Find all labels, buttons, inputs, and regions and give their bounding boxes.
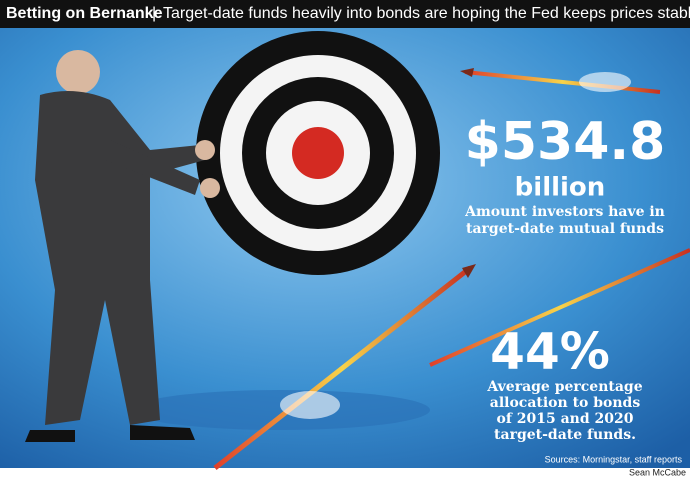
sources: Sources: Morningstar, staff reports <box>545 454 683 464</box>
arrow <box>429 248 690 367</box>
credit: Sean McCabe <box>629 467 686 477</box>
arrow-glow <box>280 391 340 419</box>
header-title: Betting on Bernanke <box>6 5 163 22</box>
bullseye <box>292 127 344 179</box>
stat-unit: billion <box>515 173 606 203</box>
stat-caption: allocation to bonds <box>490 395 641 411</box>
stat-caption: target-date mutual funds <box>466 221 664 237</box>
stat-caption: Average percentage <box>486 379 642 395</box>
stat-caption: Amount investors have in <box>464 204 665 220</box>
header-separator: | <box>152 5 156 22</box>
arrows <box>213 68 690 470</box>
arrow <box>213 266 472 470</box>
header-subtitle: Target-date funds heavily into bonds are… <box>163 5 690 22</box>
arrow <box>464 70 661 94</box>
arrowhead <box>462 264 476 278</box>
figure <box>25 50 220 442</box>
stat-value: $534.8 <box>465 112 666 172</box>
stat-caption: of 2015 and 2020 <box>497 411 634 427</box>
header-bar <box>0 0 690 28</box>
stat-caption: target-date funds. <box>494 427 636 443</box>
shadow <box>130 390 430 430</box>
arrowhead <box>460 68 474 77</box>
arrow-glow <box>579 72 631 92</box>
target <box>196 31 440 275</box>
stat-value: 44% <box>490 323 610 381</box>
